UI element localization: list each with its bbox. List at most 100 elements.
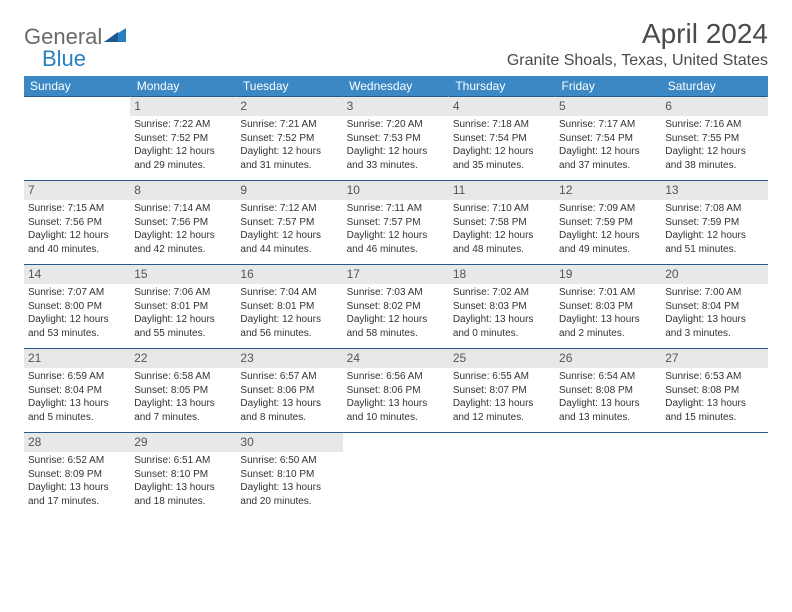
sunrise-line: Sunrise: 7:12 AM <box>240 202 338 216</box>
day-cell: 8Sunrise: 7:14 AMSunset: 7:56 PMDaylight… <box>130 181 236 265</box>
sunset-line: Sunset: 7:56 PM <box>134 216 232 230</box>
day-cell: 5Sunrise: 7:17 AMSunset: 7:54 PMDaylight… <box>555 97 661 181</box>
daylight-line: Daylight: 12 hours and 55 minutes. <box>134 313 232 340</box>
day-number: 10 <box>343 181 449 200</box>
day-cell: 4Sunrise: 7:18 AMSunset: 7:54 PMDaylight… <box>449 97 555 181</box>
sunrise-line: Sunrise: 6:58 AM <box>134 370 232 384</box>
sunrise-line: Sunrise: 7:15 AM <box>28 202 126 216</box>
day-number: 5 <box>555 97 661 116</box>
daylight-line: Daylight: 12 hours and 51 minutes. <box>665 229 763 256</box>
day-cell: 7Sunrise: 7:15 AMSunset: 7:56 PMDaylight… <box>24 181 130 265</box>
day-cell <box>343 433 449 517</box>
daylight-line: Daylight: 13 hours and 18 minutes. <box>134 481 232 508</box>
day-cell: 14Sunrise: 7:07 AMSunset: 8:00 PMDayligh… <box>24 265 130 349</box>
daylight-line: Daylight: 12 hours and 53 minutes. <box>28 313 126 340</box>
sunrise-line: Sunrise: 6:57 AM <box>240 370 338 384</box>
day-number: 23 <box>236 349 342 368</box>
day-cell: 29Sunrise: 6:51 AMSunset: 8:10 PMDayligh… <box>130 433 236 517</box>
sunset-line: Sunset: 8:08 PM <box>559 384 657 398</box>
sunrise-line: Sunrise: 6:55 AM <box>453 370 551 384</box>
sunrise-line: Sunrise: 6:50 AM <box>240 454 338 468</box>
sunset-line: Sunset: 8:03 PM <box>559 300 657 314</box>
day-header: Saturday <box>661 76 767 97</box>
daylight-line: Daylight: 12 hours and 31 minutes. <box>240 145 338 172</box>
sunrise-line: Sunrise: 6:59 AM <box>28 370 126 384</box>
sunset-line: Sunset: 7:52 PM <box>240 132 338 146</box>
day-header: Thursday <box>449 76 555 97</box>
day-cell: 20Sunrise: 7:00 AMSunset: 8:04 PMDayligh… <box>661 265 767 349</box>
day-number: 9 <box>236 181 342 200</box>
day-number: 1 <box>130 97 236 116</box>
sunset-line: Sunset: 8:01 PM <box>134 300 232 314</box>
sunrise-line: Sunrise: 7:09 AM <box>559 202 657 216</box>
daylight-line: Daylight: 13 hours and 3 minutes. <box>665 313 763 340</box>
daylight-line: Daylight: 13 hours and 8 minutes. <box>240 397 338 424</box>
day-number: 29 <box>130 433 236 452</box>
day-cell <box>661 433 767 517</box>
day-number: 21 <box>24 349 130 368</box>
day-cell: 11Sunrise: 7:10 AMSunset: 7:58 PMDayligh… <box>449 181 555 265</box>
day-number: 2 <box>236 97 342 116</box>
sunrise-line: Sunrise: 7:02 AM <box>453 286 551 300</box>
sunrise-line: Sunrise: 7:20 AM <box>347 118 445 132</box>
day-cell: 13Sunrise: 7:08 AMSunset: 7:59 PMDayligh… <box>661 181 767 265</box>
calendar-table: Sunday Monday Tuesday Wednesday Thursday… <box>24 76 768 517</box>
daylight-line: Daylight: 12 hours and 35 minutes. <box>453 145 551 172</box>
day-cell <box>24 97 130 181</box>
sunrise-line: Sunrise: 6:53 AM <box>665 370 763 384</box>
day-number: 3 <box>343 97 449 116</box>
sunrise-line: Sunrise: 7:06 AM <box>134 286 232 300</box>
sunrise-line: Sunrise: 6:54 AM <box>559 370 657 384</box>
sunrise-line: Sunrise: 7:21 AM <box>240 118 338 132</box>
daylight-line: Daylight: 12 hours and 33 minutes. <box>347 145 445 172</box>
day-cell: 21Sunrise: 6:59 AMSunset: 8:04 PMDayligh… <box>24 349 130 433</box>
day-cell: 22Sunrise: 6:58 AMSunset: 8:05 PMDayligh… <box>130 349 236 433</box>
day-cell: 17Sunrise: 7:03 AMSunset: 8:02 PMDayligh… <box>343 265 449 349</box>
daylight-line: Daylight: 12 hours and 44 minutes. <box>240 229 338 256</box>
daylight-line: Daylight: 13 hours and 17 minutes. <box>28 481 126 508</box>
sunset-line: Sunset: 7:52 PM <box>134 132 232 146</box>
day-number: 24 <box>343 349 449 368</box>
calendar-body: 1Sunrise: 7:22 AMSunset: 7:52 PMDaylight… <box>24 97 768 517</box>
sunrise-line: Sunrise: 7:22 AM <box>134 118 232 132</box>
sunset-line: Sunset: 8:10 PM <box>134 468 232 482</box>
daylight-line: Daylight: 13 hours and 10 minutes. <box>347 397 445 424</box>
day-cell: 9Sunrise: 7:12 AMSunset: 7:57 PMDaylight… <box>236 181 342 265</box>
sunset-line: Sunset: 8:02 PM <box>347 300 445 314</box>
day-header: Sunday <box>24 76 130 97</box>
day-header: Monday <box>130 76 236 97</box>
daylight-line: Daylight: 12 hours and 48 minutes. <box>453 229 551 256</box>
day-number: 19 <box>555 265 661 284</box>
week-row: 1Sunrise: 7:22 AMSunset: 7:52 PMDaylight… <box>24 97 768 181</box>
daylight-line: Daylight: 12 hours and 38 minutes. <box>665 145 763 172</box>
sunset-line: Sunset: 8:01 PM <box>240 300 338 314</box>
sunset-line: Sunset: 7:54 PM <box>559 132 657 146</box>
day-number: 25 <box>449 349 555 368</box>
day-cell: 25Sunrise: 6:55 AMSunset: 8:07 PMDayligh… <box>449 349 555 433</box>
logo: General Blue <box>24 24 126 72</box>
week-row: 28Sunrise: 6:52 AMSunset: 8:09 PMDayligh… <box>24 433 768 517</box>
day-cell <box>555 433 661 517</box>
day-number: 20 <box>661 265 767 284</box>
day-header: Tuesday <box>236 76 342 97</box>
daylight-line: Daylight: 13 hours and 0 minutes. <box>453 313 551 340</box>
sunset-line: Sunset: 8:04 PM <box>28 384 126 398</box>
daylight-line: Daylight: 13 hours and 12 minutes. <box>453 397 551 424</box>
daylight-line: Daylight: 12 hours and 37 minutes. <box>559 145 657 172</box>
day-number: 13 <box>661 181 767 200</box>
day-cell <box>449 433 555 517</box>
sunset-line: Sunset: 7:54 PM <box>453 132 551 146</box>
sunset-line: Sunset: 8:00 PM <box>28 300 126 314</box>
sunrise-line: Sunrise: 6:52 AM <box>28 454 126 468</box>
sunrise-line: Sunrise: 7:18 AM <box>453 118 551 132</box>
sunset-line: Sunset: 7:57 PM <box>347 216 445 230</box>
day-number: 12 <box>555 181 661 200</box>
sunset-line: Sunset: 7:59 PM <box>559 216 657 230</box>
sunrise-line: Sunrise: 7:14 AM <box>134 202 232 216</box>
sunset-line: Sunset: 7:56 PM <box>28 216 126 230</box>
day-number: 15 <box>130 265 236 284</box>
sunset-line: Sunset: 8:04 PM <box>665 300 763 314</box>
daylight-line: Daylight: 12 hours and 58 minutes. <box>347 313 445 340</box>
day-number: 30 <box>236 433 342 452</box>
day-number: 22 <box>130 349 236 368</box>
